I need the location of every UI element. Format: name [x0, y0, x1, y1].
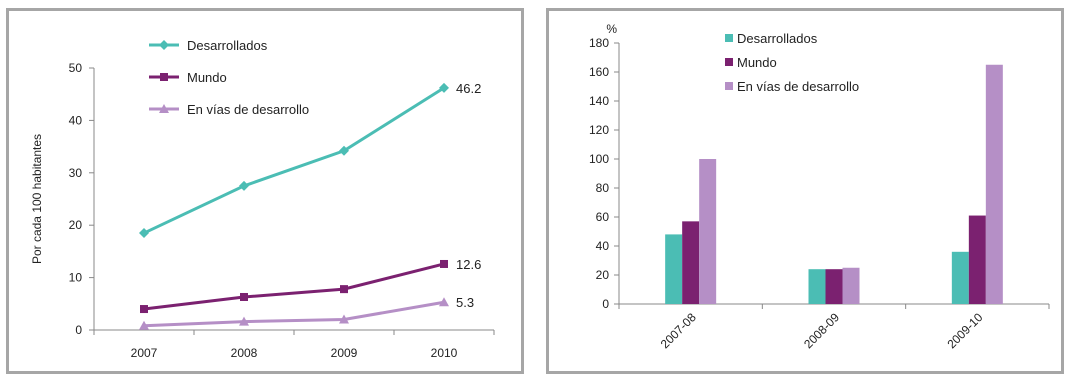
legend-label-0: Desarrollados — [737, 31, 818, 46]
legend-marker-0 — [159, 40, 169, 50]
y-tick-label: 40 — [69, 113, 83, 127]
bar-1 — [682, 221, 700, 304]
y-tick-label: 160 — [589, 65, 609, 79]
bar-chart-panel: 0 20 40 60 80 100 120 140 160 180% 2007-08 2008-09 2… — [546, 8, 1064, 374]
legend-swatch-2 — [725, 82, 733, 90]
bar-1 — [825, 269, 843, 304]
legend-label-2: En vías de desarrollo — [187, 102, 309, 117]
y-tick-label: 0 — [75, 323, 82, 337]
bar-2 — [699, 159, 717, 304]
x-tick-label: 2007-08 — [658, 310, 699, 351]
legend-marker-1 — [160, 73, 168, 81]
bar-0 — [665, 234, 683, 304]
data-point-1 — [340, 285, 348, 294]
y-axis-label: Por cada 100 habitantes — [30, 134, 44, 264]
data-point-1 — [440, 259, 448, 268]
y-tick-label: 20 — [69, 218, 83, 232]
y-tick-label: 10 — [69, 271, 83, 285]
y-tick-label: 20 — [596, 268, 610, 282]
y-tick-label: 40 — [596, 239, 610, 253]
x-tick-label: 2009 — [331, 346, 358, 360]
end-value-label-0: 46.2 — [456, 81, 481, 96]
legend-marker-2 — [159, 104, 169, 113]
data-point-0 — [339, 145, 349, 156]
x-tick-label: 2009-10 — [944, 310, 985, 351]
y-tick-label: 60 — [596, 210, 610, 224]
legend-swatch-0 — [725, 34, 733, 42]
legend-label-0: Desarrollados — [187, 38, 268, 53]
data-point-1 — [240, 292, 248, 301]
bar-2 — [842, 267, 860, 304]
legend-label-2: En vías de desarrollo — [737, 79, 859, 94]
x-tick-label: 2007 — [131, 346, 158, 360]
legend-label-1: Mundo — [737, 55, 777, 70]
x-tick-label: 2010 — [431, 346, 458, 360]
data-point-2 — [239, 316, 249, 326]
end-value-label-1: 12.6 — [456, 257, 481, 272]
series-line-0 — [143, 86, 445, 235]
y-tick-label: 80 — [596, 181, 610, 195]
y-tick-label: 0 — [602, 297, 609, 311]
y-tick-label: 100 — [589, 152, 609, 166]
y-tick-label: 50 — [69, 61, 83, 75]
legend-label-1: Mundo — [187, 70, 227, 85]
x-tick-label: 2008 — [231, 346, 258, 360]
y-tick-label: 30 — [69, 166, 83, 180]
data-point-0 — [239, 180, 249, 191]
line-chart-panel: 0 10 20 30 40 50 2007 2008 2009 2010 Por cada 100 … — [6, 8, 524, 374]
bar-0 — [951, 251, 969, 304]
data-point-2 — [139, 320, 149, 330]
bar-1 — [968, 215, 986, 304]
bar-chart: 0 20 40 60 80 100 120 140 160 180% 2007-08 2008-09 2… — [589, 22, 1050, 351]
y-tick-label: 140 — [589, 94, 609, 108]
line-chart: 0 10 20 30 40 50 2007 2008 2009 2010 Por cada 100 … — [30, 38, 495, 360]
data-point-1 — [140, 305, 148, 314]
data-point-0 — [139, 228, 149, 239]
x-tick-label: 2008-09 — [801, 310, 842, 351]
bar-0 — [808, 269, 826, 304]
legend-swatch-1 — [725, 58, 733, 66]
y-axis-unit: % — [606, 22, 617, 36]
data-point-2 — [439, 297, 449, 307]
series-line-2 — [143, 300, 445, 328]
series-line-1 — [143, 262, 445, 311]
data-point-2 — [339, 314, 349, 324]
y-tick-label: 180 — [589, 36, 609, 50]
bar-2 — [985, 64, 1003, 304]
y-tick-label: 120 — [589, 123, 609, 137]
data-point-0 — [439, 82, 449, 93]
end-value-label-2: 5.3 — [456, 295, 474, 310]
